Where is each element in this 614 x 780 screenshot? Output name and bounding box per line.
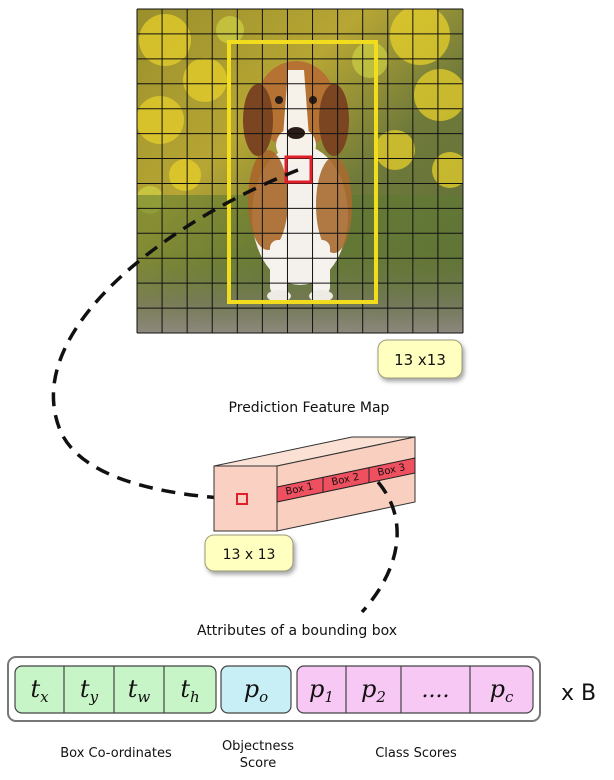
dashed-connector-1 xyxy=(51,168,299,501)
map-size-label: 13 x13 xyxy=(394,351,446,369)
box-coordinates-group xyxy=(14,665,217,714)
coord-x: tx xyxy=(30,675,49,706)
attributes-label: Attributes of a bounding box xyxy=(197,623,397,639)
objectness-label-line1: Objectness xyxy=(222,739,294,754)
coord-w: tw xyxy=(128,675,151,706)
bounding-box xyxy=(227,40,378,304)
dashed-connector-2 xyxy=(360,480,399,614)
coord-h: th xyxy=(180,675,199,706)
class-symbol-1: p1 xyxy=(309,675,334,706)
class-scores-group xyxy=(296,665,534,714)
class-symbol-2: p2 xyxy=(361,675,386,706)
box-coordinates-label: Box Co-ordinates xyxy=(60,746,172,761)
objectness-label-line2: Score xyxy=(240,756,276,771)
objectness-group xyxy=(220,665,292,714)
responsible-cell xyxy=(284,155,313,184)
class-symbol-3: .... xyxy=(422,678,450,703)
feature-map-label: Prediction Feature Map xyxy=(229,400,390,416)
beagle-photo xyxy=(137,9,463,333)
prediction-tensor xyxy=(213,436,416,532)
map-size-badge xyxy=(377,339,463,379)
times-b-label: x B xyxy=(561,681,596,706)
class-scores-label: Class Scores xyxy=(375,746,457,761)
coord-y: ty xyxy=(80,675,99,706)
cell-size-badge xyxy=(204,534,294,572)
cell-size-label: 13 x 13 xyxy=(223,547,276,563)
objectness-symbol: po xyxy=(244,675,268,706)
class-symbol-4: pc xyxy=(490,675,514,706)
attribute-symbols: tx ty tw th po p1 p2.... pc xyxy=(30,675,514,706)
